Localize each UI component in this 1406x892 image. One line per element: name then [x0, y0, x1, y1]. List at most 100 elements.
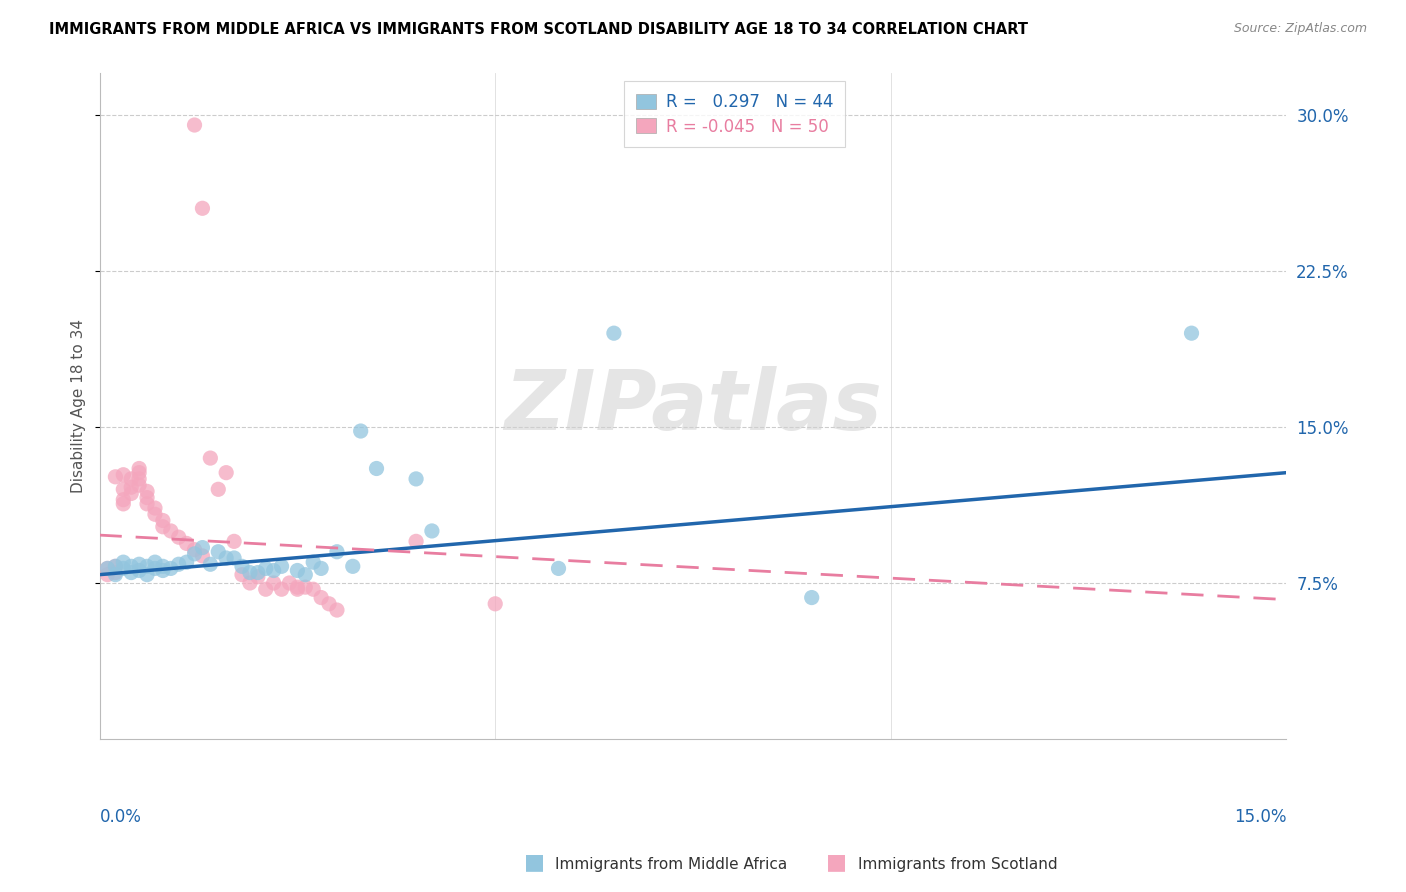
Point	[246, 566, 269, 580]
Point	[287, 580, 309, 594]
Point	[120, 486, 142, 500]
Text: IMMIGRANTS FROM MIDDLE AFRICA VS IMMIGRANTS FROM SCOTLAND DISABILITY AGE 18 TO 3: IMMIGRANTS FROM MIDDLE AFRICA VS IMMIGRA…	[49, 22, 1028, 37]
Point	[96, 561, 118, 575]
Point	[159, 524, 181, 538]
Point	[112, 555, 135, 569]
Point	[246, 570, 269, 584]
Point	[405, 534, 427, 549]
Point	[128, 466, 150, 480]
Point	[309, 561, 332, 575]
Point	[128, 472, 150, 486]
Point	[112, 561, 135, 575]
Point	[104, 559, 127, 574]
Point	[231, 567, 253, 582]
Point	[207, 545, 229, 559]
Point	[120, 480, 142, 494]
Y-axis label: Disability Age 18 to 34: Disability Age 18 to 34	[72, 319, 86, 493]
Point	[104, 567, 127, 582]
Point	[200, 451, 222, 466]
Point	[183, 547, 205, 561]
Point	[104, 566, 127, 580]
Point	[152, 520, 174, 534]
Point	[270, 582, 292, 597]
Point	[143, 561, 166, 575]
Point	[350, 424, 373, 438]
Point	[96, 561, 118, 575]
Point	[128, 461, 150, 475]
Point	[183, 118, 205, 132]
Point	[215, 466, 238, 480]
Point	[128, 558, 150, 572]
Point	[159, 561, 181, 575]
Legend: R =   0.297   N = 44, R = -0.045   N = 50: R = 0.297 N = 44, R = -0.045 N = 50	[624, 81, 845, 147]
Point	[136, 497, 159, 511]
Point	[318, 597, 340, 611]
Point	[222, 551, 245, 566]
Point	[603, 326, 626, 341]
Point	[176, 555, 198, 569]
Point	[287, 564, 309, 578]
Point	[136, 559, 159, 574]
Point	[167, 530, 190, 544]
Point	[278, 576, 301, 591]
Point	[136, 484, 159, 499]
Point	[120, 472, 142, 486]
Point	[326, 545, 349, 559]
Point	[120, 566, 142, 580]
Point	[547, 561, 569, 575]
Point	[287, 582, 309, 597]
Text: 15.0%: 15.0%	[1234, 808, 1286, 826]
Point	[254, 561, 277, 575]
Point	[104, 559, 127, 574]
Point	[294, 567, 316, 582]
Point	[120, 559, 142, 574]
Point	[405, 472, 427, 486]
Point	[200, 558, 222, 572]
Point	[420, 524, 443, 538]
Point	[484, 597, 506, 611]
Point	[152, 514, 174, 528]
Point	[239, 566, 262, 580]
Text: ■: ■	[524, 853, 544, 872]
Point	[366, 461, 388, 475]
Point	[143, 501, 166, 516]
Text: Source: ZipAtlas.com: Source: ZipAtlas.com	[1233, 22, 1367, 36]
Point	[263, 564, 285, 578]
Point	[222, 534, 245, 549]
Point	[167, 558, 190, 572]
Point	[191, 202, 214, 216]
Point	[191, 541, 214, 555]
Point	[143, 508, 166, 522]
Point	[136, 491, 159, 505]
Text: ■: ■	[827, 853, 846, 872]
Point	[270, 559, 292, 574]
Point	[342, 559, 364, 574]
Text: ZIPatlas: ZIPatlas	[505, 366, 882, 447]
Point	[302, 582, 325, 597]
Point	[254, 582, 277, 597]
Point	[112, 492, 135, 507]
Point	[800, 591, 823, 605]
Point	[96, 567, 118, 582]
Point	[143, 555, 166, 569]
Point	[152, 564, 174, 578]
Point	[104, 470, 127, 484]
Point	[302, 555, 325, 569]
Point	[112, 467, 135, 482]
Point	[191, 549, 214, 563]
Point	[239, 576, 262, 591]
Point	[1180, 326, 1202, 341]
Point	[176, 536, 198, 550]
Point	[136, 567, 159, 582]
Text: Immigrants from Middle Africa: Immigrants from Middle Africa	[555, 857, 787, 872]
Point	[112, 497, 135, 511]
Point	[207, 483, 229, 497]
Point	[128, 478, 150, 492]
Text: Immigrants from Scotland: Immigrants from Scotland	[858, 857, 1057, 872]
Point	[326, 603, 349, 617]
Point	[263, 576, 285, 591]
Point	[112, 483, 135, 497]
Point	[309, 591, 332, 605]
Point	[231, 559, 253, 574]
Point	[215, 551, 238, 566]
